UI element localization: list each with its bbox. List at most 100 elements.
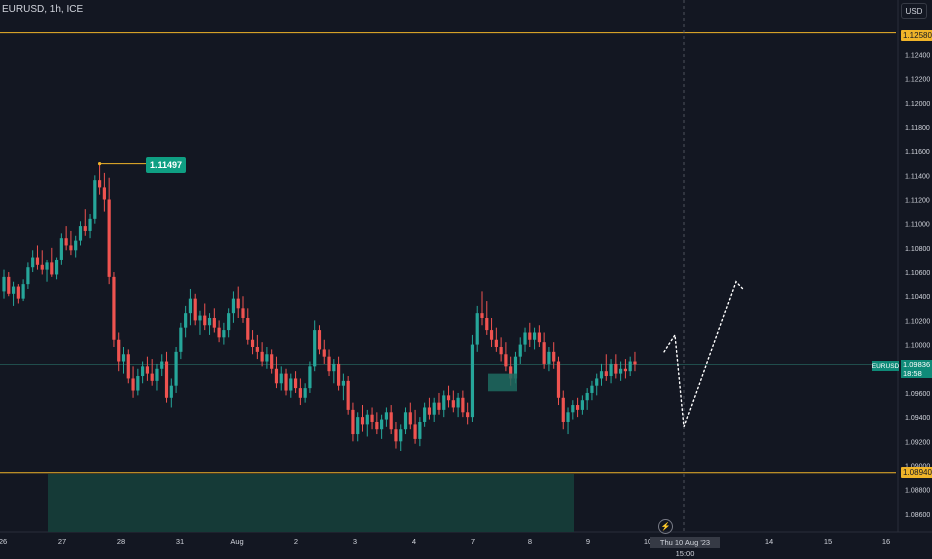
y-tick-label: 1.10800 (905, 246, 930, 253)
candle-body (370, 414, 374, 422)
candle-body (360, 417, 365, 425)
candle-body (227, 313, 231, 331)
candle-body (246, 317, 250, 340)
candle-body (451, 400, 455, 408)
candle-body (155, 368, 159, 381)
candle-body (628, 361, 632, 372)
candle-body (54, 259, 59, 275)
candle-body (423, 407, 427, 422)
y-tick-label: 1.09400 (905, 415, 930, 422)
bolt-icon[interactable]: ⚡ (658, 519, 673, 534)
y-tick-label: 1.08800 (905, 488, 930, 495)
candle-body (403, 412, 408, 430)
candle-body (31, 257, 35, 268)
candle-body (78, 226, 83, 241)
candle-body (222, 330, 226, 338)
candle-body (561, 397, 565, 422)
peak-dot (98, 161, 102, 166)
candle-body (45, 262, 49, 270)
y-tick-label: 1.10400 (905, 294, 930, 301)
x-tick-label: 9 (586, 537, 590, 546)
candle-body (485, 317, 489, 331)
candle-body (427, 407, 432, 415)
candle-body (303, 388, 307, 398)
candle-body (585, 392, 589, 401)
candle-body (442, 395, 446, 410)
candle-body (580, 400, 584, 410)
candle-body (126, 354, 130, 379)
projection-path (663, 280, 745, 428)
candle-body (136, 376, 140, 391)
x-tick-label: 14 (765, 537, 773, 546)
candle-body (164, 361, 169, 398)
candle-body (590, 385, 594, 393)
candle-body (489, 330, 494, 340)
candle-body (260, 351, 264, 362)
currency-button[interactable]: USD (901, 3, 927, 19)
x-tick-label: 15 (824, 537, 832, 546)
candle-body (131, 378, 135, 391)
x-tick-label: 31 (176, 537, 184, 546)
x-tick-label: 16 (882, 537, 890, 546)
candle-body (250, 339, 255, 348)
candle-body (365, 414, 369, 425)
candle-body (241, 308, 245, 318)
candle-body (623, 368, 627, 372)
candle-body (289, 378, 293, 391)
candle-body (217, 327, 221, 338)
lower-level-tag: 1.08940 (901, 467, 932, 478)
last-price-tag: 1.09836 18:58 (901, 360, 932, 378)
candle-body (88, 218, 92, 231)
x-tick-label: 10 (644, 537, 652, 546)
candle-body (179, 327, 183, 352)
candle-body (566, 412, 570, 422)
candle-body (537, 332, 541, 343)
candle-body (236, 298, 240, 309)
candle-body (16, 286, 20, 299)
candle-body (26, 267, 30, 285)
candle-body (475, 313, 479, 345)
candle-body (308, 366, 312, 389)
candle-body (69, 245, 73, 251)
y-tick-label: 1.08600 (905, 512, 930, 519)
candle-body (341, 380, 345, 386)
candle-body (466, 412, 470, 418)
candle-body (284, 373, 288, 391)
candle-body (59, 238, 63, 260)
candle-body (599, 371, 604, 379)
candle-body (552, 351, 556, 362)
candle-body (619, 368, 623, 374)
candle-body (107, 199, 111, 277)
candle-body (102, 187, 106, 200)
y-tick-label: 1.09600 (905, 391, 930, 398)
y-tick-label: 1.12200 (905, 77, 930, 84)
x-tick-label: 27 (58, 537, 66, 546)
candle-body (432, 402, 436, 415)
y-tick-label: 1.11400 (905, 173, 930, 180)
candle-body (98, 180, 102, 188)
candle-body (408, 412, 412, 425)
candle-body (576, 405, 580, 410)
symbol-title: EURUSD, 1h, ICE (2, 4, 84, 15)
candle-body (317, 330, 322, 350)
candle-body (437, 402, 441, 410)
candle-body (556, 361, 561, 398)
candle-body (480, 313, 484, 318)
candle-body (35, 257, 40, 265)
y-tick-label: 1.11000 (905, 222, 930, 229)
candle-body (528, 332, 532, 340)
candle-body (609, 363, 613, 377)
candle-body (523, 332, 527, 345)
x-tick-label: 2 (294, 537, 298, 546)
x-tick-label: 8 (528, 537, 532, 546)
candle-body (231, 298, 236, 314)
candle-body (112, 276, 116, 340)
candle-body (50, 262, 54, 275)
y-tick-label: 1.11800 (905, 125, 930, 132)
candle-body (203, 315, 207, 326)
candle-body (293, 378, 298, 389)
candle-body (2, 276, 6, 292)
last-price-value: 1.09836 (903, 360, 931, 369)
y-tick-label: 1.10600 (905, 270, 930, 277)
